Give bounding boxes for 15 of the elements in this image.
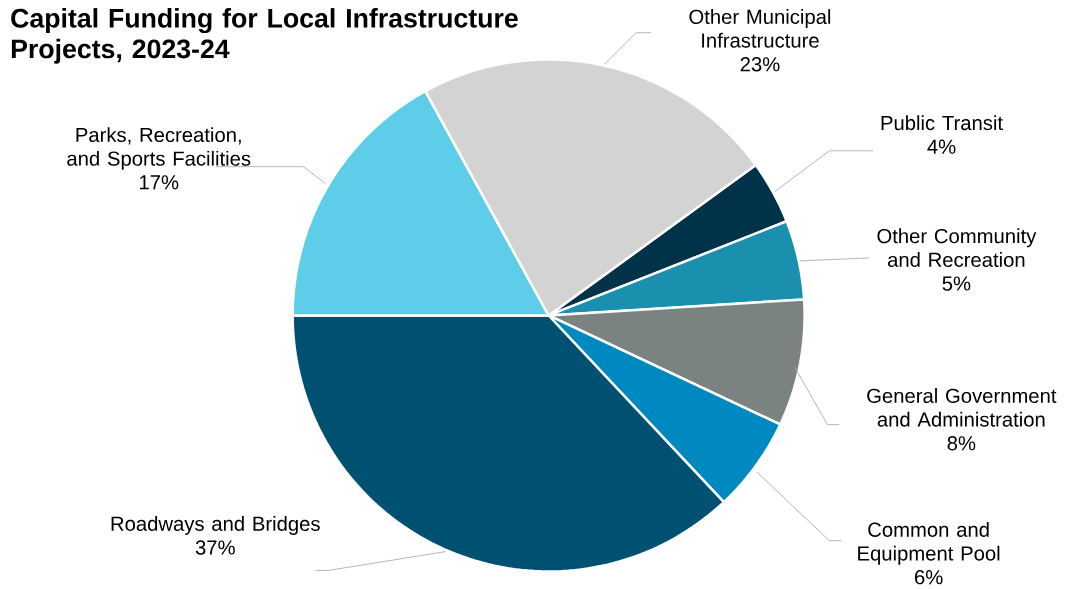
slice-label: Roadways and Bridges [111, 515, 320, 535]
data-label: 6% [915, 569, 943, 585]
data-label: 17% [140, 175, 179, 190]
data-label: 23% [740, 56, 780, 72]
slice-label: Other Municipal Infrastructure [689, 8, 831, 48]
data-label: 4% [927, 139, 956, 154]
slice-label: Other Community and Recreation [877, 228, 1037, 267]
slice-label: Public Transit [881, 115, 1003, 131]
slice-label: Common and Equipment Pool [858, 521, 1000, 565]
slice-label: General Government and Administration [867, 387, 1057, 427]
text: Capital Funding for Local Infrastructure Projects, 2023-24 [11, 7, 518, 64]
data-label: 37% [195, 540, 235, 555]
data-label: 8% [947, 435, 976, 451]
slice-label: Parks, Recreation, and Sports Facilities [67, 127, 251, 170]
data-label: 5% [942, 276, 971, 291]
